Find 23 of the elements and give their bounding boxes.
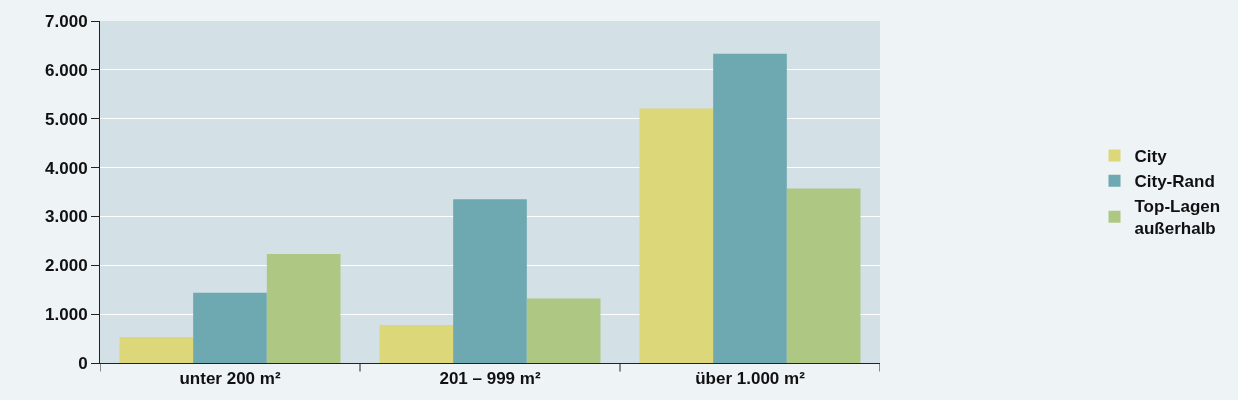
bar: [119, 337, 194, 363]
bar: [526, 298, 601, 363]
bar: [379, 324, 454, 363]
bar: [453, 199, 527, 363]
y-tick-label: 6.000: [45, 60, 88, 80]
bar: [639, 108, 714, 363]
y-tick-label: 7.000: [45, 11, 88, 31]
bar: [786, 188, 861, 363]
legend-label: Top-Lagen außerhalb: [1134, 197, 1221, 239]
x-tick-label: unter 200 m²: [179, 369, 281, 389]
bar: [713, 53, 787, 363]
legend-label: City-Rand: [1134, 172, 1215, 192]
x-tick-label: 201 – 999 m²: [439, 369, 541, 389]
bar: [193, 292, 267, 363]
y-tick-label: 2.000: [45, 256, 88, 276]
y-tick-label: 3.000: [45, 207, 88, 227]
bar: [266, 254, 341, 363]
x-tick-label: über 1.000 m²: [695, 369, 806, 389]
y-tick-label: 5.000: [45, 109, 88, 129]
y-tick-label: 1.000: [45, 305, 88, 325]
y-tick-label: 4.000: [45, 158, 88, 178]
y-tick-label: 0: [78, 353, 88, 373]
legend-label: City: [1134, 147, 1168, 167]
